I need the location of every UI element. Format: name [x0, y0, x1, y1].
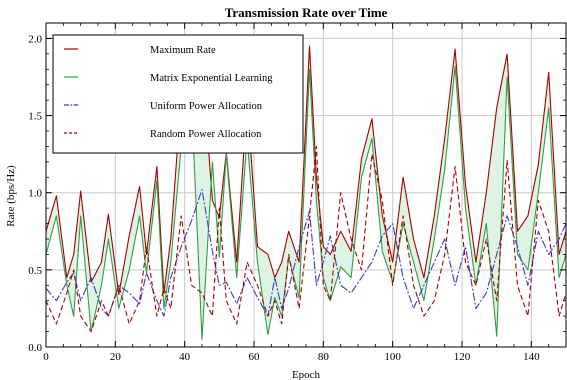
x-tick-label: 40 [179, 351, 191, 363]
y-tick-label: 0.5 [28, 265, 42, 277]
legend-label: Random Power Allocation [150, 129, 262, 140]
y-tick-label: 1.0 [28, 188, 42, 200]
x-tick-label: 60 [249, 351, 261, 363]
legend-label: Maximum Rate [150, 45, 216, 56]
x-tick-label: 100 [384, 351, 401, 363]
legend: Maximum Rate Matrix Exponential Learning U… [52, 34, 304, 154]
legend-box [52, 34, 304, 154]
series-line-maximum-rate [45, 45, 567, 296]
x-tick-label: 120 [454, 351, 471, 363]
x-tick-label: 80 [318, 351, 330, 363]
series-lines [45, 45, 567, 340]
axis-ticks: 0 20 40 60 80 100 120 140 0.0 0.5 1.0 1.5 2.0 [28, 23, 566, 363]
legend-label: Matrix Exponential Learning [150, 73, 273, 84]
y-tick-label: 1.5 [28, 111, 42, 123]
x-tick-label: 20 [110, 351, 122, 363]
series-line-matrix-exponential-learning [45, 65, 567, 340]
x-tick-label: 140 [523, 351, 540, 363]
y-tick-label: 2.0 [28, 33, 42, 45]
legend-label: Uniform Power Allocation [150, 101, 263, 112]
y-axis-label: Rate (bps/Hz) [5, 165, 17, 227]
series-line-random-power-allocation [45, 145, 567, 333]
chart-title: Transmission Rate over Time [225, 5, 388, 20]
y-tick-label: 0.0 [28, 342, 42, 354]
x-tick-label: 0 [43, 351, 49, 363]
x-axis-label: Epoch [292, 369, 321, 380]
series-line-uniform-power-allocation [45, 189, 567, 317]
